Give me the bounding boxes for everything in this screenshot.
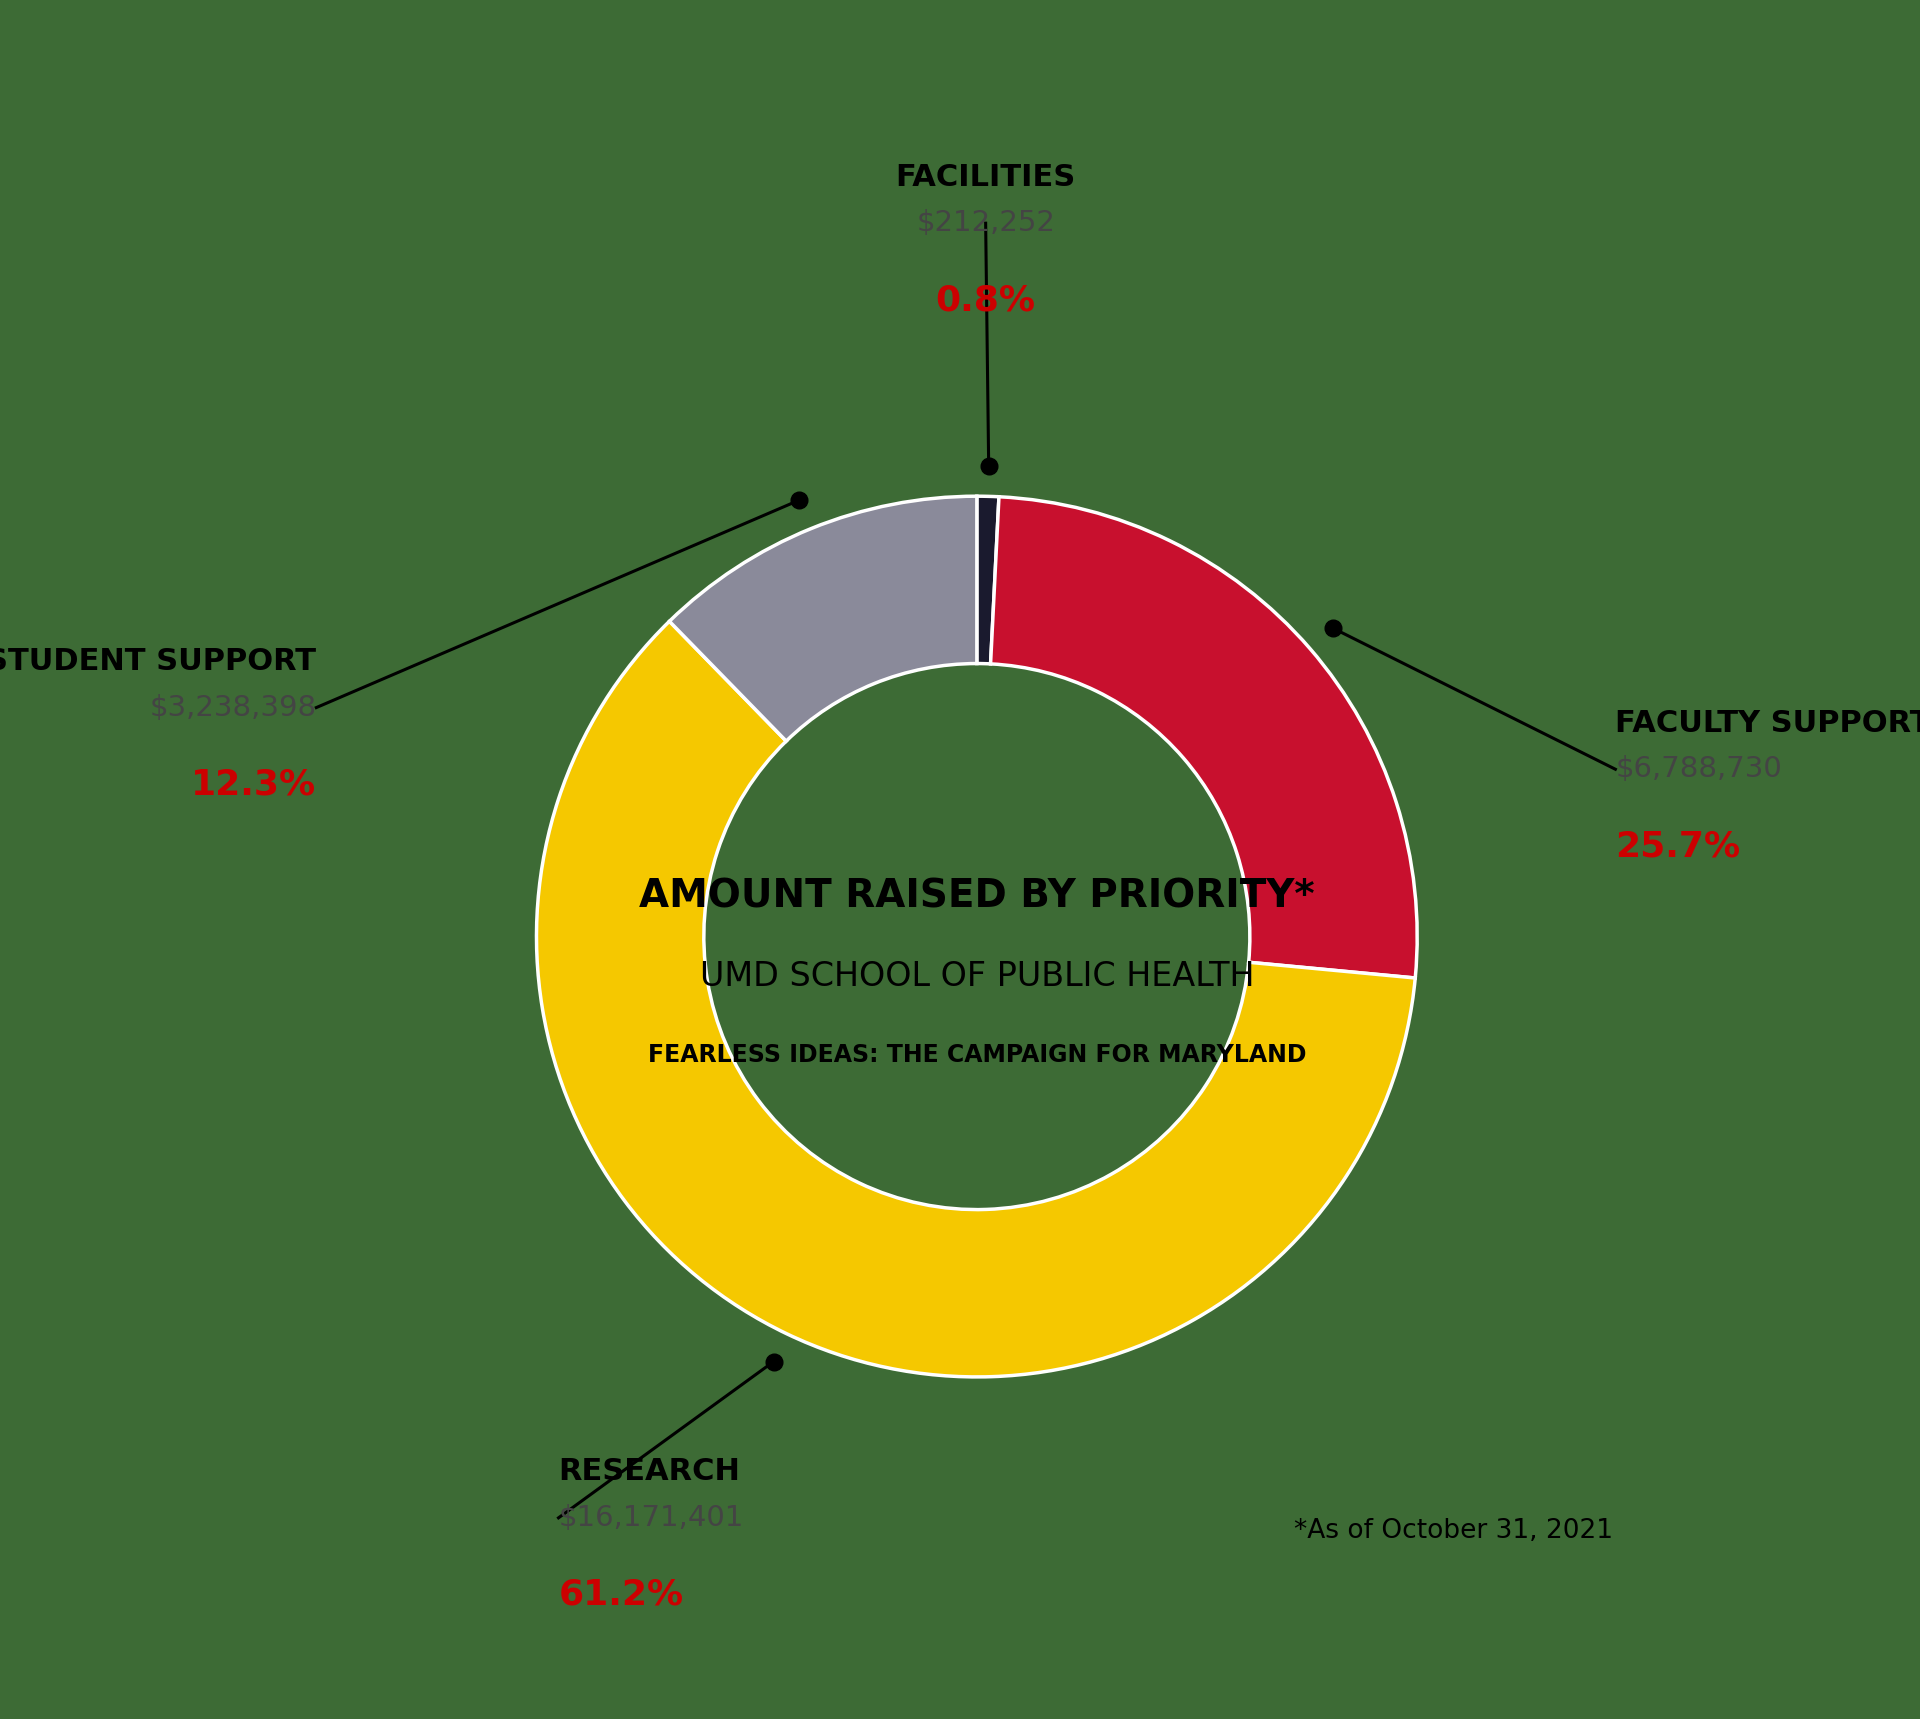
Text: FACILITIES: FACILITIES [895, 163, 1075, 193]
Text: $16,171,401: $16,171,401 [559, 1504, 743, 1532]
Text: STUDENT SUPPORT: STUDENT SUPPORT [0, 646, 317, 676]
Wedge shape [991, 497, 1417, 978]
Wedge shape [670, 497, 977, 741]
Text: 12.3%: 12.3% [192, 768, 317, 801]
Text: 61.2%: 61.2% [559, 1578, 684, 1612]
Text: 0.8%: 0.8% [935, 284, 1035, 318]
Text: *As of October 31, 2021: *As of October 31, 2021 [1294, 1518, 1613, 1544]
Text: $3,238,398: $3,238,398 [150, 693, 317, 722]
Text: AMOUNT RAISED BY PRIORITY*: AMOUNT RAISED BY PRIORITY* [639, 878, 1315, 916]
Text: $6,788,730: $6,788,730 [1615, 755, 1782, 784]
Text: UMD SCHOOL OF PUBLIC HEALTH: UMD SCHOOL OF PUBLIC HEALTH [699, 959, 1254, 992]
Text: 25.7%: 25.7% [1615, 829, 1741, 863]
Text: FEARLESS IDEAS: THE CAMPAIGN FOR MARYLAND: FEARLESS IDEAS: THE CAMPAIGN FOR MARYLAN… [647, 1043, 1306, 1067]
Text: FACULTY SUPPORT: FACULTY SUPPORT [1615, 708, 1920, 737]
Wedge shape [536, 621, 1415, 1377]
Wedge shape [977, 497, 998, 664]
Text: RESEARCH: RESEARCH [559, 1458, 741, 1487]
Text: $212,252: $212,252 [916, 210, 1056, 237]
